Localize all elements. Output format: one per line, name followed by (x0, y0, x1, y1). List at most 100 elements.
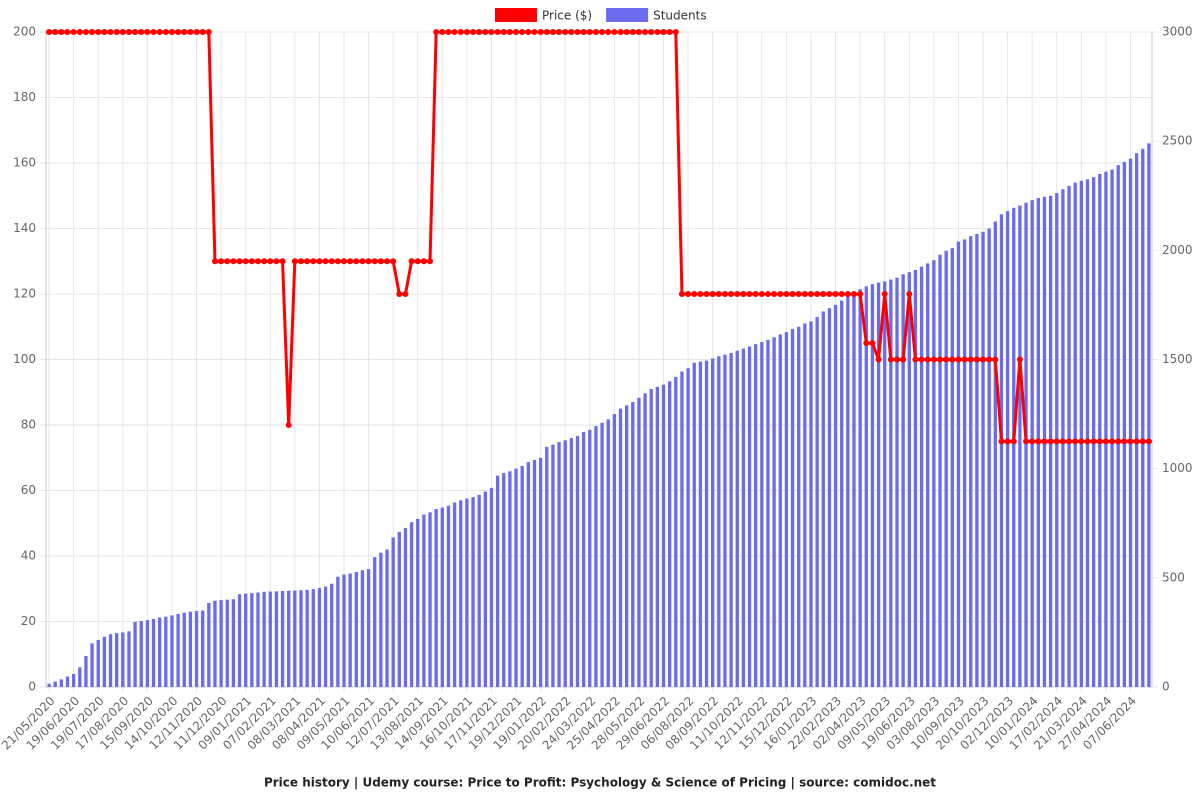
line-point (887, 356, 894, 363)
line-point (678, 291, 685, 297)
bar (1122, 161, 1127, 688)
bar (422, 514, 426, 687)
line-point (648, 29, 655, 35)
line-point (95, 29, 102, 35)
line-point (1090, 438, 1097, 445)
y-tick-label: 20 (21, 614, 36, 628)
bar (975, 233, 979, 688)
line-point (838, 291, 845, 297)
line-point (691, 291, 698, 297)
bar (379, 552, 383, 687)
line-point (101, 29, 108, 35)
bar (127, 631, 131, 687)
bar (993, 221, 997, 687)
line-point (537, 29, 544, 35)
bar (416, 518, 420, 687)
line-point (525, 29, 532, 35)
bar (790, 328, 795, 687)
y2-tick-label: 3000 (1162, 25, 1193, 39)
bar (784, 332, 789, 687)
line-point (758, 291, 765, 297)
line-point (605, 29, 612, 35)
bar (711, 358, 715, 687)
bar (268, 591, 272, 687)
line-point (660, 29, 667, 35)
y2-tick-label: 1500 (1162, 352, 1193, 366)
line-point (420, 258, 427, 265)
line-point (285, 422, 292, 428)
bar (397, 531, 401, 687)
line-point (1127, 438, 1134, 445)
line-point (1084, 438, 1091, 445)
line-point (254, 258, 261, 265)
line-point (119, 29, 126, 35)
line-point (801, 291, 808, 297)
bar (588, 429, 592, 687)
bar (581, 431, 586, 687)
line-point (205, 29, 212, 35)
line-point (771, 291, 778, 297)
line-point (764, 291, 771, 297)
line-point (783, 291, 790, 297)
bar (434, 509, 438, 687)
bar (612, 414, 617, 687)
bar (1091, 177, 1096, 688)
line-point (943, 356, 950, 363)
line-point (1121, 438, 1128, 445)
bar (446, 505, 451, 687)
line-point (623, 29, 630, 35)
bar (661, 384, 666, 687)
line-point (900, 356, 907, 363)
line-point (580, 29, 587, 35)
line-point (1035, 438, 1042, 445)
bar (870, 284, 875, 687)
bar (944, 250, 948, 687)
line-point (844, 291, 851, 297)
line-point (494, 29, 501, 35)
line-point (107, 29, 114, 35)
line-point (832, 291, 839, 297)
line-point (199, 29, 206, 35)
bar (188, 611, 193, 687)
line-point (470, 29, 477, 35)
line-point (390, 258, 397, 265)
line-point (795, 291, 802, 297)
line-point (396, 291, 403, 297)
line-point (451, 29, 458, 35)
bar (280, 590, 285, 687)
bar (158, 617, 162, 687)
bar (827, 308, 832, 687)
bar (557, 442, 561, 687)
line-point (211, 258, 218, 265)
bar (121, 632, 125, 687)
bar (293, 590, 297, 687)
bar (833, 304, 838, 687)
bar (668, 381, 672, 687)
line-point (1096, 438, 1103, 445)
line-point (1109, 438, 1116, 445)
y-tick-label: 160 (13, 156, 36, 170)
legend-swatch (495, 8, 537, 22)
bar (133, 621, 137, 687)
bar (545, 446, 549, 687)
bar (391, 537, 395, 687)
line-point (236, 258, 243, 265)
line-point (439, 29, 446, 35)
bar (852, 291, 856, 687)
line-point (1139, 438, 1146, 445)
bar (1005, 211, 1010, 688)
bar (274, 591, 279, 687)
line-point (334, 258, 341, 265)
bar (575, 435, 580, 687)
bar (170, 615, 174, 687)
line-point (549, 29, 556, 35)
bar (366, 569, 371, 687)
bar (655, 386, 660, 687)
line-point (820, 291, 827, 297)
line-point (586, 29, 593, 35)
line-point (814, 291, 821, 297)
bar (428, 512, 432, 687)
line-point (955, 356, 962, 363)
line-point (752, 291, 759, 297)
